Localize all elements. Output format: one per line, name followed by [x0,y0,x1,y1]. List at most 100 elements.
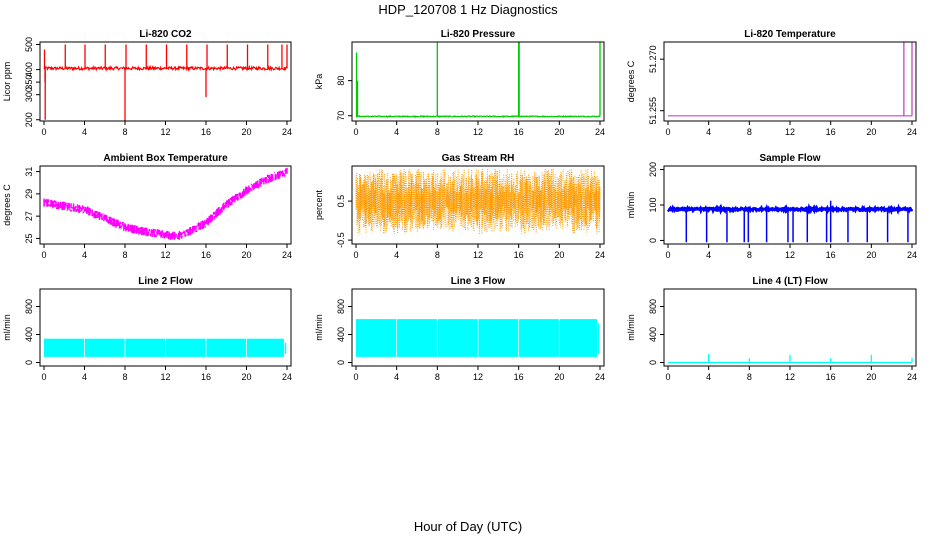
x-tick-label: 16 [514,250,524,260]
x-tick-label: 4 [706,372,711,382]
plot-area [43,44,288,121]
flow-band [356,319,397,357]
x-tick-label: 20 [554,127,564,137]
panel-title: Li-820 CO2 [139,29,192,40]
x-tick-label: 4 [394,372,399,382]
x-tick-label: 24 [595,372,605,382]
y-tick-label: 51.255 [648,97,658,125]
panel-title: Line 3 Flow [451,276,506,287]
panel-1: Li-820 Pressure 0 4 8 12 16 20 24 70 80 kPa [314,29,605,137]
x-tick-label: 24 [282,372,292,382]
y-tick-label: 200 [648,162,658,177]
panel-5: Sample Flow 0 4 8 12 16 20 24 0 100 200 ml/min [626,153,917,260]
panel-7: Line 3 Flow 0 4 8 12 16 20 24 0 400 800 ml/min [314,276,605,382]
y-tick-label: 500 [24,37,34,52]
x-tick-label: 0 [665,250,670,260]
y-tick-label: 70 [336,111,346,121]
flow-band [206,338,247,357]
x-tick-label: 0 [41,127,46,137]
y-tick-label: 800 [648,299,658,314]
x-tick-label: 20 [866,250,876,260]
x-tick-label: 0 [41,250,46,260]
x-tick-label: 0 [665,372,670,382]
x-tick-label: 4 [394,250,399,260]
y-axis-label: ml/min [314,314,324,341]
y-tick-label: 31 [24,167,34,177]
y-tick-label: 0.5 [336,195,346,208]
plot-area [44,338,287,357]
flow-band [437,319,478,357]
x-tick-label: 16 [201,127,211,137]
series-points [355,169,601,234]
x-tick-label: 4 [706,127,711,137]
x-tick-label: 8 [435,127,440,137]
x-tick-label: 4 [82,127,87,137]
plot-area [356,319,600,357]
x-tick-label: 20 [554,372,564,382]
x-tick-label: 8 [122,127,127,137]
panel-title: Sample Flow [759,153,820,164]
x-tick-label: 24 [282,127,292,137]
x-tick-label: 0 [665,127,670,137]
plot-frame [351,41,605,122]
x-tick-label: 20 [241,127,251,137]
x-tick-label: 0 [353,250,358,260]
y-tick-label: -0.5 [336,232,346,248]
y-axis-label: ml/min [626,314,636,341]
x-tick-label: 20 [554,250,564,260]
plot-frame [663,288,917,367]
flow-band [519,319,559,357]
y-tick-label: 400 [24,327,34,342]
panel-title: Li-820 Pressure [441,29,516,40]
y-axis-label: Licor ppm [2,62,12,102]
x-tick-label: 0 [353,127,358,137]
plot-frame [39,41,292,122]
x-tick-label: 24 [595,127,605,137]
panel-2: Li-820 Temperature 0 4 8 12 16 20 24 51.255 51.27… [626,29,917,137]
plot-area [355,169,601,234]
x-tick-label: 20 [241,250,251,260]
plot-area [355,42,601,118]
y-tick-label: 200 [24,112,34,127]
x-tick-label: 8 [122,372,127,382]
flow-band [397,319,437,357]
y-tick-label: 0 [648,238,658,243]
y-tick-label: 400 [648,327,658,342]
x-tick-label: 24 [907,250,917,260]
plot-area [668,354,913,364]
flow-band [246,338,284,357]
y-tick-label: 29 [24,189,34,199]
y-tick-label: 27 [24,211,34,221]
x-tick-label: 4 [82,372,87,382]
x-tick-label: 12 [160,250,170,260]
figure-title: HDP_120708 1 Hz Diagnostics [378,2,558,17]
x-tick-label: 12 [473,372,483,382]
x-tick-label: 8 [747,127,752,137]
series-line [355,114,601,118]
x-tick-label: 24 [907,372,917,382]
plot-area [668,42,913,117]
panel-3: Ambient Box Temperature 0 4 8 12 16 20 24 25 27 29… [2,153,292,260]
panel-8: Line 4 (LT) Flow 0 4 8 12 16 20 24 0 400 800 ml/min [626,276,917,382]
x-tick-label: 12 [473,250,483,260]
x-tick-label: 16 [826,372,836,382]
y-tick-label: 0 [648,360,658,365]
x-tick-label: 20 [866,372,876,382]
x-tick-label: 12 [785,127,795,137]
y-tick-label: 0 [24,360,34,365]
y-axis-label: degrees C [2,184,12,226]
flow-band [44,338,85,357]
y-tick-label: 800 [24,299,34,314]
plot-frame [663,41,917,122]
y-axis-label: degrees C [626,60,636,102]
series-line [666,202,914,216]
y-tick-label: 300 [24,87,34,102]
y-axis-label: kPa [314,74,324,90]
x-tick-label: 12 [785,372,795,382]
x-tick-label: 8 [747,372,752,382]
x-tick-label: 24 [282,250,292,260]
x-tick-label: 16 [514,372,524,382]
y-tick-label: 400 [336,327,346,342]
